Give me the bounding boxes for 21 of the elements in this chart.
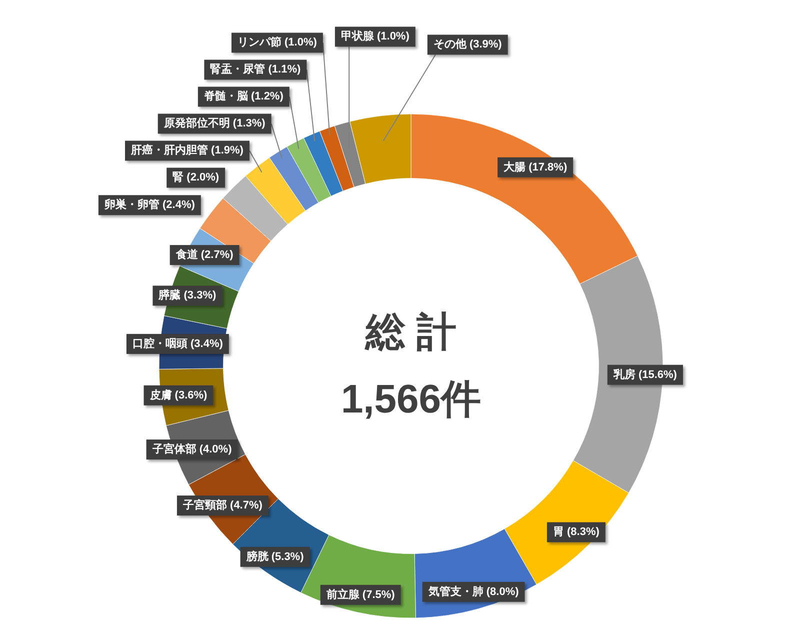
slice-label: リンパ節 (1.0%) bbox=[237, 36, 318, 49]
slice-label: 前立腺 (7.5%) bbox=[325, 588, 396, 601]
slice-label: 甲状腺 (1.0%) bbox=[340, 30, 410, 43]
slice-label: その他 (3.9%) bbox=[433, 38, 502, 51]
slice-label: 乳房 (15.6%) bbox=[612, 368, 678, 381]
slice-label: 膀胱 (5.3%) bbox=[245, 550, 304, 563]
slice-label: 子宮頸部 (4.7%) bbox=[182, 498, 263, 512]
slice-label: 肝癌・肝内胆管 (1.9%) bbox=[130, 144, 244, 157]
slice-label: 口腔・咽頭 (3.4%) bbox=[132, 336, 224, 350]
slice-label: 卵巣・卵管 (2.4%) bbox=[103, 198, 196, 212]
slice-label: 子宮体部 (4.0%) bbox=[151, 442, 232, 456]
slice-label: 胃 (8.3%) bbox=[552, 526, 600, 538]
slice-label: 大腸 (17.8%) bbox=[504, 160, 568, 174]
slice-label: 腎 (2.0%) bbox=[172, 170, 220, 184]
slice-label: 気管支・肺 (8.0%) bbox=[427, 584, 520, 598]
slice-label: 膵臓 (3.3%) bbox=[158, 288, 216, 302]
slice-label: 脊髄・脳 (1.2%) bbox=[204, 90, 284, 103]
slice-label: 皮膚 (3.6%) bbox=[148, 388, 208, 402]
slice-label: 腎盂・尿管 (1.1%) bbox=[210, 62, 301, 76]
slice-label: 原発部位不明 (1.3%) bbox=[162, 116, 266, 130]
slice-label: 食道 (2.7%) bbox=[174, 248, 234, 262]
